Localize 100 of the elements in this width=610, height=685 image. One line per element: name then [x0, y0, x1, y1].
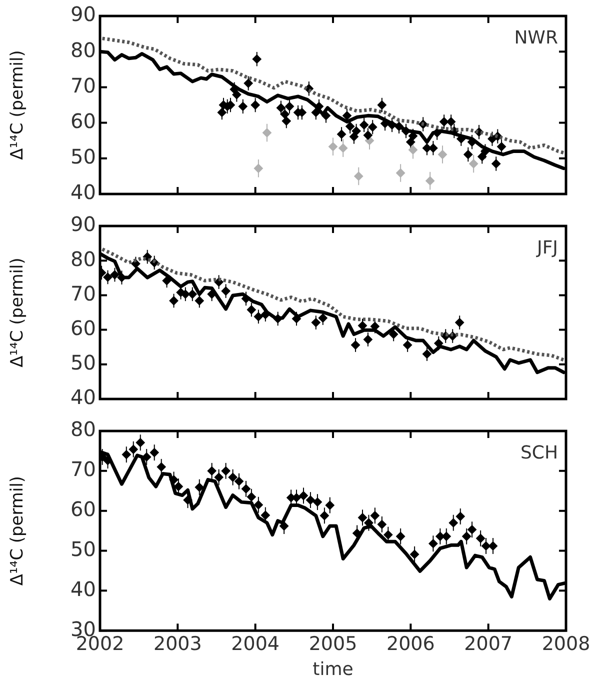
point — [254, 500, 263, 510]
point — [456, 512, 465, 521]
y-tick-label: 60 — [70, 316, 96, 340]
x-tick-label: 2006 — [386, 632, 435, 655]
x-tick-label: 2007 — [464, 632, 513, 655]
point — [110, 270, 120, 280]
point — [250, 100, 260, 110]
point — [169, 296, 178, 306]
point — [468, 525, 477, 534]
point — [448, 518, 458, 528]
point — [346, 122, 355, 131]
x-tick-label: 2008 — [542, 632, 590, 655]
y-tick-label: 90 — [70, 212, 96, 236]
y-tick-label: 40 — [70, 576, 96, 601]
point — [446, 117, 456, 126]
point — [260, 510, 270, 520]
point — [194, 296, 204, 306]
point — [358, 321, 368, 330]
y-tick-label: 90 — [70, 2, 96, 26]
point — [318, 314, 328, 323]
x-tick-label: 2005 — [308, 632, 358, 655]
point — [103, 272, 112, 282]
point — [469, 159, 478, 168]
point — [354, 172, 364, 181]
point — [128, 444, 138, 454]
point — [422, 350, 432, 359]
point — [262, 128, 272, 138]
point — [280, 110, 290, 119]
x-tick-label: 2004 — [231, 632, 280, 655]
point — [384, 530, 393, 540]
point — [254, 312, 263, 322]
point — [352, 126, 361, 136]
x-axis-title: time — [312, 658, 354, 680]
point — [221, 286, 230, 296]
point — [276, 103, 286, 112]
point — [252, 54, 262, 64]
annotation: NWR — [514, 28, 558, 49]
point — [377, 520, 386, 529]
annotation: JFJ — [536, 238, 558, 259]
y-axis-title: Δ¹⁴C (permil) — [8, 476, 28, 586]
point — [363, 334, 372, 344]
point — [298, 491, 308, 500]
point — [438, 150, 448, 159]
point — [311, 318, 320, 328]
point — [406, 138, 416, 147]
point — [422, 144, 432, 153]
y-tick-label: 50 — [70, 350, 96, 375]
point — [246, 305, 256, 314]
point — [311, 108, 320, 117]
point — [246, 492, 256, 502]
point — [358, 513, 368, 522]
point — [363, 130, 372, 140]
point — [320, 511, 329, 520]
point — [478, 152, 487, 162]
point — [351, 340, 360, 350]
point — [368, 122, 378, 132]
point — [136, 438, 145, 448]
point — [476, 534, 486, 543]
point — [328, 142, 338, 152]
point — [217, 108, 226, 117]
y-tick-label: 60 — [70, 497, 96, 522]
point — [349, 132, 358, 142]
point — [156, 462, 166, 472]
point — [234, 476, 244, 486]
point — [232, 90, 242, 100]
point — [360, 120, 369, 130]
point — [434, 338, 444, 348]
point — [194, 482, 204, 492]
y-tick-label: 50 — [70, 144, 96, 169]
point — [207, 466, 216, 476]
y-axis-title: Δ¹⁴C (permil) — [8, 258, 28, 368]
point — [497, 142, 506, 152]
point — [306, 496, 315, 505]
point — [370, 511, 380, 520]
point — [312, 498, 322, 507]
point — [389, 330, 398, 339]
y-tick-label: 80 — [70, 417, 96, 442]
point — [462, 532, 472, 541]
point — [410, 550, 420, 559]
point — [455, 318, 464, 328]
point — [396, 168, 406, 178]
point — [282, 116, 291, 126]
point — [428, 539, 438, 548]
point — [325, 500, 334, 510]
point — [338, 144, 348, 153]
point — [342, 111, 352, 120]
point — [408, 145, 418, 154]
point — [150, 448, 159, 458]
y-tick-label: 70 — [70, 73, 96, 98]
point — [377, 100, 386, 110]
x-tick-label: 2003 — [153, 632, 202, 655]
point — [426, 176, 435, 186]
y-tick-label: 50 — [70, 536, 96, 561]
point — [221, 466, 230, 476]
y-tick-label: 80 — [70, 38, 96, 62]
y-tick-label: 70 — [70, 281, 96, 306]
point — [188, 290, 197, 299]
y-tick-label: 80 — [70, 246, 96, 271]
point — [122, 450, 131, 460]
point — [396, 532, 406, 541]
